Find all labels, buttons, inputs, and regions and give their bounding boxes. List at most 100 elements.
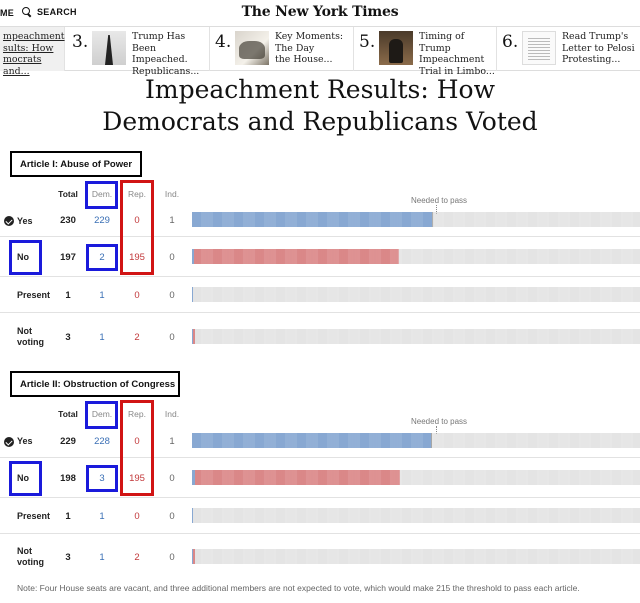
vote-tick bbox=[433, 508, 435, 523]
vote-tick bbox=[273, 287, 275, 302]
vote-tick bbox=[586, 470, 588, 485]
vote-tick bbox=[237, 433, 238, 448]
vote-tick bbox=[384, 249, 385, 264]
vote-tick bbox=[488, 433, 489, 448]
menu-label[interactable]: ME bbox=[0, 8, 15, 18]
vote-tick bbox=[602, 249, 604, 264]
vote-tick bbox=[387, 212, 388, 227]
vote-tick bbox=[581, 249, 583, 264]
vote-tick bbox=[349, 329, 351, 344]
vote-tick bbox=[405, 287, 406, 302]
vote-tick bbox=[230, 329, 232, 344]
vote-tick bbox=[282, 212, 283, 227]
vote-tick bbox=[358, 212, 360, 227]
vote-tick bbox=[561, 433, 563, 448]
search-button[interactable]: SEARCH bbox=[22, 7, 77, 17]
vote-tick bbox=[471, 212, 472, 227]
vote-tick bbox=[314, 549, 316, 564]
vote-tick bbox=[532, 287, 533, 302]
vote-tick bbox=[445, 249, 446, 264]
vote-tick bbox=[342, 508, 343, 523]
vote-tick bbox=[403, 287, 404, 302]
vote-tick bbox=[391, 212, 393, 227]
vote-tick bbox=[392, 249, 394, 264]
story-item-3[interactable]: 3. Trump Has Been Impeached. Republicans… bbox=[67, 27, 210, 77]
vote-tick bbox=[232, 287, 234, 302]
vote-tick bbox=[476, 433, 478, 448]
vote-tick bbox=[495, 329, 497, 344]
vote-tick bbox=[537, 287, 539, 302]
vote-tick bbox=[283, 433, 284, 448]
vote-tick bbox=[472, 549, 473, 564]
vote-tick bbox=[598, 329, 599, 344]
vote-tick bbox=[614, 287, 615, 302]
vote-tick bbox=[625, 249, 627, 264]
vote-tick bbox=[483, 249, 485, 264]
vote-tick bbox=[266, 433, 268, 448]
vote-tick bbox=[598, 249, 599, 264]
vote-tick bbox=[315, 249, 317, 264]
vote-tick bbox=[607, 212, 609, 227]
vote-tick bbox=[499, 287, 501, 302]
vote-tick bbox=[276, 287, 277, 302]
vote-tick bbox=[299, 249, 300, 264]
story-number: 4. bbox=[215, 32, 232, 52]
search-icon bbox=[22, 7, 32, 17]
vote-tick bbox=[372, 249, 374, 264]
vote-tick bbox=[430, 470, 431, 485]
vote-tick bbox=[566, 212, 568, 227]
vote-tick bbox=[566, 287, 568, 302]
vote-tick bbox=[428, 433, 429, 448]
vote-tick bbox=[445, 549, 446, 564]
vote-tick bbox=[613, 249, 614, 264]
vote-tick bbox=[280, 508, 281, 523]
vote-tick bbox=[514, 329, 515, 344]
vote-tick bbox=[618, 329, 619, 344]
vote-tick bbox=[303, 508, 304, 523]
vote-tick bbox=[334, 508, 336, 523]
vote-tick bbox=[343, 329, 344, 344]
vote-tick bbox=[347, 433, 348, 448]
vote-tick bbox=[434, 287, 436, 302]
vote-tick bbox=[503, 549, 505, 564]
vote-tick bbox=[297, 329, 298, 344]
vote-tick bbox=[460, 549, 462, 564]
vote-tick bbox=[209, 329, 211, 344]
vote-tick bbox=[291, 433, 293, 448]
vote-tick bbox=[300, 549, 301, 564]
vote-tick bbox=[494, 287, 495, 302]
vote-tick bbox=[325, 549, 326, 564]
top-bar: ME SEARCH The New York Times bbox=[0, 0, 640, 26]
vote-tick bbox=[478, 249, 480, 264]
vote-tick bbox=[387, 287, 388, 302]
vote-tick bbox=[470, 249, 471, 264]
vote-tick bbox=[235, 287, 236, 302]
nyt-logo[interactable]: The New York Times bbox=[241, 4, 399, 20]
vote-tick bbox=[351, 249, 353, 264]
vote-tick bbox=[563, 549, 565, 564]
cell-ind: 0 bbox=[169, 552, 175, 563]
vote-tick bbox=[589, 549, 591, 564]
vote-tick bbox=[533, 329, 534, 344]
story-item-5[interactable]: 5. Timing of Trump Impeachment Trial in … bbox=[354, 27, 497, 77]
vote-tick bbox=[478, 508, 480, 523]
vote-tick bbox=[361, 549, 362, 564]
vote-tick bbox=[564, 433, 566, 448]
vote-tick bbox=[417, 212, 419, 227]
vote-tick bbox=[515, 249, 516, 264]
story-number: 6. bbox=[502, 32, 519, 52]
vote-tick bbox=[482, 549, 484, 564]
story-item-current[interactable]: mpeachment sults: How mocrats and... bbox=[0, 27, 65, 77]
vote-tick bbox=[436, 549, 438, 564]
vote-tick bbox=[316, 287, 318, 302]
vote-tick bbox=[605, 470, 607, 485]
vote-tick bbox=[376, 287, 378, 302]
vote-tick bbox=[545, 470, 547, 485]
vote-tick bbox=[559, 329, 561, 344]
vote-tick bbox=[520, 549, 522, 564]
vote-tick bbox=[554, 212, 555, 227]
story-item-6[interactable]: 6. Read Trump's Letter to Pelosi Protest… bbox=[497, 27, 640, 71]
vote-tick bbox=[619, 287, 620, 302]
vote-tick bbox=[242, 470, 243, 485]
story-item-4[interactable]: 4. Key Moments: The Day the House... bbox=[210, 27, 354, 71]
